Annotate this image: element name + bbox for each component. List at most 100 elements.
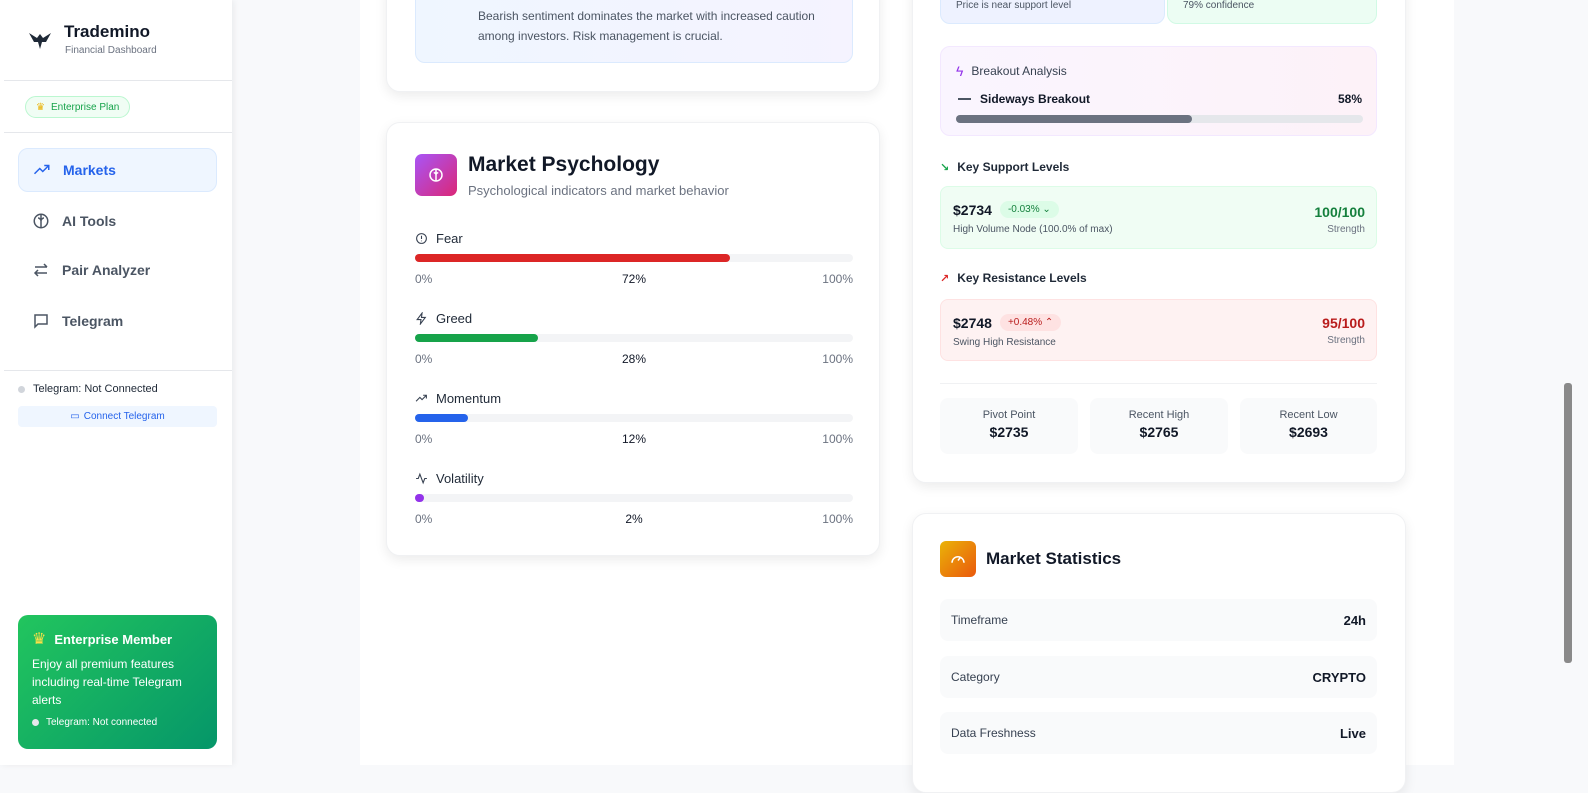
support-strength-label: Strength: [1327, 224, 1365, 235]
sidebar-item-label: Pair Analyzer: [62, 262, 151, 278]
sidebar-item-telegram[interactable]: Telegram: [18, 299, 217, 343]
scale-min: 0%: [415, 512, 433, 526]
confidence-text: 79% confidence: [1183, 0, 1255, 11]
indicator-value: 28%: [621, 352, 647, 366]
connect-telegram-button[interactable]: ▭ Connect Telegram: [18, 406, 217, 427]
indicator-progress-bar: [415, 334, 853, 342]
stat-value: $2765: [1139, 424, 1179, 440]
sidebar-item-ai-tools[interactable]: AI Tools: [18, 199, 217, 243]
stat-label: Pivot Point: [982, 409, 1036, 421]
plan-badge-label: Enterprise Plan: [50, 101, 120, 113]
sidebar-item-label: Telegram: [62, 313, 124, 329]
indicator-progress-fill: [415, 414, 468, 422]
indicator-label: Momentum: [436, 391, 502, 406]
trending-up-icon: ↗: [940, 272, 950, 285]
resistance-level-item: $2748 +0.48% ⌃ Swing High Resistance 95/1…: [940, 299, 1377, 361]
gauge-icon: [940, 541, 976, 577]
support-signal-box: Price is near support level: [940, 0, 1165, 24]
brand-title: Trademino: [64, 22, 150, 41]
sentiment-text: Bearish sentiment dominates the market w…: [478, 9, 815, 43]
status-dot-icon: [32, 719, 39, 726]
scale-min: 0%: [415, 272, 433, 286]
sidebar-item-pair-analyzer[interactable]: Pair Analyzer: [18, 248, 217, 292]
resistance-price: $2748: [953, 314, 992, 331]
scrollbar[interactable]: [1563, 0, 1588, 765]
crown-icon: ♛: [32, 631, 47, 648]
indicator-label: Fear: [436, 231, 463, 246]
resistance-change: +0.48%: [1007, 317, 1043, 328]
member-title: Enterprise Member: [54, 631, 173, 647]
support-price: $2734: [953, 201, 992, 218]
row-value: 24h: [1343, 612, 1366, 628]
indicator-progress-bar: [415, 254, 853, 262]
stat-row-category: Category CRYPTO: [940, 656, 1377, 698]
row-value: Live: [1339, 725, 1366, 741]
breakout-label: Sideways Breakout: [980, 92, 1091, 106]
scale-max: 100%: [822, 272, 853, 286]
signal-text: Price is near support level: [956, 0, 1072, 11]
indicator-value: 12%: [621, 432, 647, 446]
resistance-desc: Swing High Resistance: [953, 337, 1056, 348]
stat-row-timeframe: Timeframe 24h: [940, 599, 1377, 641]
indicator-value: 72%: [621, 272, 647, 286]
recent-high-stat: Recent High $2765: [1090, 398, 1228, 454]
brand-subtitle: Financial Dashboard: [65, 45, 157, 56]
status-dot-icon: [18, 385, 25, 393]
sentiment-card: Bearish sentiment dominates the market w…: [386, 0, 880, 92]
resistance-strength-label: Strength: [1327, 335, 1365, 346]
message-icon: ▭: [70, 411, 80, 422]
indicator-progress-fill: [415, 494, 424, 502]
chevron-up-icon: ⌃: [1044, 317, 1054, 328]
market-statistics-title: Market Statistics: [986, 549, 1122, 568]
trending-down-icon: ↘: [940, 161, 950, 174]
member-status: Telegram: Not connected: [46, 717, 158, 728]
scale-min: 0%: [415, 352, 433, 366]
enterprise-member-card: ♛ Enterprise Member Enjoy all premium fea…: [18, 615, 217, 749]
trending-up-icon: [33, 164, 50, 175]
scale-max: 100%: [822, 352, 853, 366]
scrollbar-thumb[interactable]: [1564, 383, 1572, 663]
brain-icon: [415, 154, 457, 196]
stat-label: Recent High: [1128, 409, 1190, 421]
row-label: Category: [951, 670, 1000, 684]
trending-up-icon: [415, 394, 427, 402]
psychology-subtitle: Psychological indicators and market beha…: [468, 183, 729, 198]
arrows-left-right-icon: [33, 263, 48, 277]
indicator-progress-fill: [415, 334, 538, 342]
sidebar-item-label: AI Tools: [62, 213, 117, 229]
plan-badge: ♛ Enterprise Plan: [25, 96, 131, 118]
scale-max: 100%: [822, 512, 853, 526]
scale-min: 0%: [415, 432, 433, 446]
indicator-value: 2%: [625, 512, 643, 526]
telegram-status: Telegram: Not Connected: [18, 383, 158, 395]
activity-icon: [416, 472, 427, 485]
breakout-progress: [956, 115, 1363, 123]
resistance-title: Key Resistance Levels: [957, 271, 1087, 285]
indicator-progress-bar: [415, 414, 853, 422]
indicator-label: Greed: [436, 311, 473, 326]
zap-icon: [416, 312, 427, 325]
stat-label: Recent Low: [1279, 409, 1338, 421]
support-strength: 100/100: [1314, 204, 1365, 220]
breakout-analysis-box: ϟ Breakout Analysis Sideways Breakout 58%: [940, 46, 1377, 136]
scale-max: 100%: [822, 432, 853, 446]
indicator-label: Volatility: [436, 471, 484, 486]
stat-row-data-freshness: Data Freshness Live: [940, 712, 1377, 754]
connect-telegram-label: Connect Telegram: [83, 411, 165, 422]
indicator-greed: Greed: [415, 311, 472, 326]
support-title: Key Support Levels: [957, 160, 1070, 174]
indicator-momentum: Momentum: [415, 391, 501, 406]
row-value: CRYPTO: [1312, 669, 1366, 685]
zap-icon: ϟ: [956, 63, 964, 79]
stat-value: $2693: [1289, 424, 1328, 440]
sidebar: Trademino Financial Dashboard ♛ Enterpris…: [0, 0, 232, 765]
minus-icon: [958, 98, 971, 100]
psychology-title: Market Psychology: [468, 153, 660, 176]
resistance-strength: 95/100: [1322, 315, 1365, 331]
support-change: -0.03%: [1007, 204, 1040, 215]
chevron-down-icon: ⌄: [1042, 204, 1051, 215]
eagle-logo-icon: [29, 33, 51, 49]
sidebar-item-markets[interactable]: Markets: [18, 148, 217, 192]
recent-low-stat: Recent Low $2693: [1240, 398, 1377, 454]
member-text: Enjoy all premium features including rea…: [32, 657, 182, 707]
